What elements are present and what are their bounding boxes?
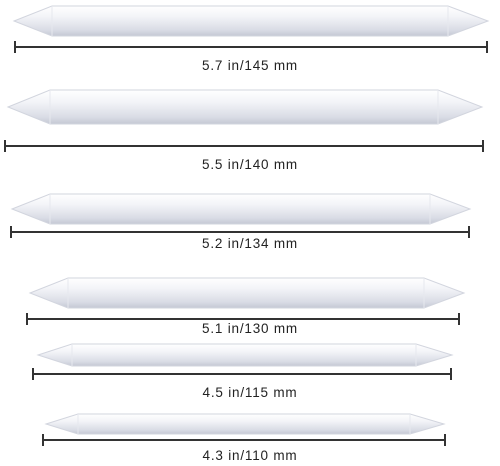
size-label-5: 4.5 in/115 mm (202, 385, 298, 400)
dimension-line-2 (4, 140, 484, 152)
blending-stump-5 (36, 343, 454, 367)
size-label-6: 4.3 in/110 mm (202, 448, 298, 463)
dimension-line-3 (10, 226, 470, 238)
size-label-2: 5.5 in/140 mm (202, 157, 298, 172)
dimension-line-5 (32, 368, 452, 380)
blending-stump-4 (28, 277, 466, 309)
size-label-3: 5.2 in/134 mm (202, 236, 298, 251)
blending-stump-1 (12, 5, 490, 37)
blending-stump-2 (6, 89, 484, 125)
dimension-line-4 (26, 313, 460, 325)
blending-stump-6 (44, 413, 446, 435)
blending-stump-3 (10, 193, 472, 225)
size-label-4: 5.1 in/130 mm (202, 321, 298, 336)
dimension-line-6 (42, 434, 446, 446)
size-label-1: 5.7 in/145 mm (202, 58, 298, 73)
dimension-line-1 (14, 41, 488, 53)
